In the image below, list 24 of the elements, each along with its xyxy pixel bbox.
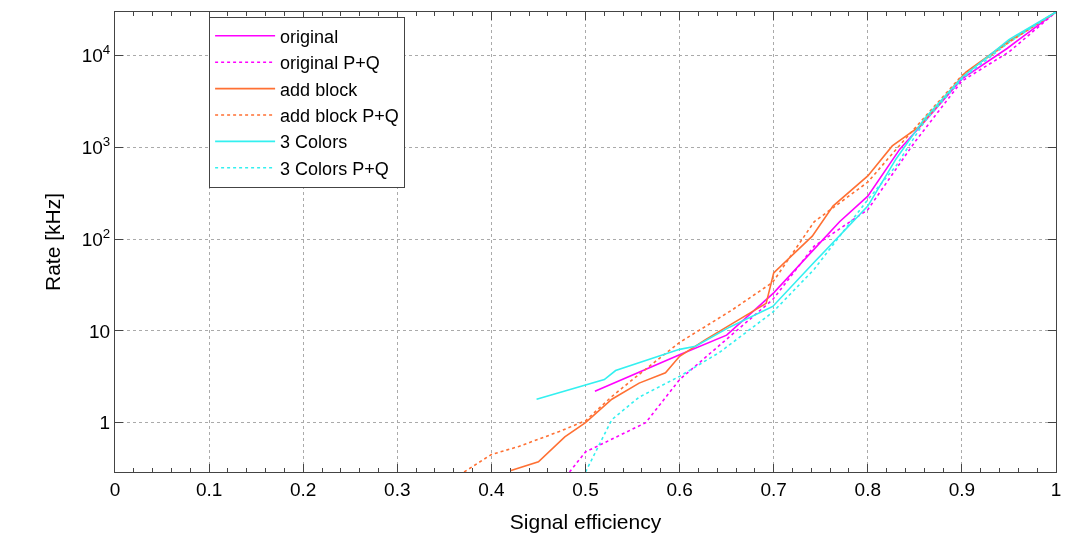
x-tick-label: 0.4 <box>478 478 506 500</box>
y-tick-label: 10$^{2}$ <box>81 225 111 250</box>
x-axis-title: Signal efficiency <box>509 510 662 533</box>
y-tick-label: 10 <box>89 320 111 342</box>
x-tick-label: 0.7 <box>760 478 787 500</box>
legend-label: 3 Colors P+Q <box>280 158 389 179</box>
x-tick-label: 0.5 <box>572 478 599 500</box>
legend-label: add block P+Q <box>280 106 399 127</box>
legend-label: original P+Q <box>280 53 380 74</box>
legend-label: add block <box>280 79 359 100</box>
x-tick-label: 0.1 <box>195 478 223 500</box>
x-tick-label: 1 <box>1050 478 1062 500</box>
x-tick-label: 0.6 <box>666 478 693 500</box>
y-tick-label: 10$^{3}$ <box>81 134 111 159</box>
x-tick-label: 0 <box>109 478 121 500</box>
y-axis-title: Rate [kHz] <box>40 192 64 292</box>
y-tick-label: 1 <box>99 412 111 434</box>
legend-label: 3 Colors <box>280 132 348 153</box>
x-tick-label: 0.9 <box>948 478 976 500</box>
x-tick-label: 0.3 <box>384 478 411 500</box>
x-tick-label: 0.8 <box>854 478 882 500</box>
y-tick-label: 10$^{4}$ <box>81 42 111 67</box>
x-tick-label: 0.2 <box>289 478 317 500</box>
legend-label: original <box>280 26 339 47</box>
